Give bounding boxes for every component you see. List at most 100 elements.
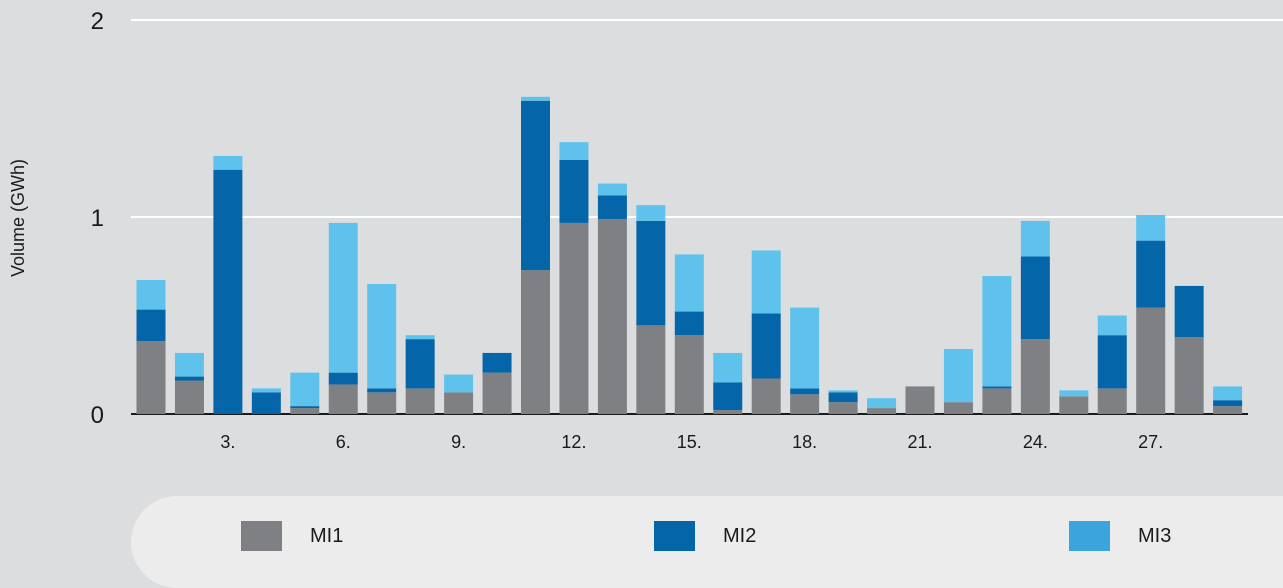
x-tick-label: 12. [561,432,586,452]
bar-mi3 [828,390,858,393]
bar-mi2 [405,339,435,389]
bar-mi2 [674,311,704,336]
x-tick-label: 18. [792,432,817,452]
bar-mi2 [521,100,550,271]
bar-mi1 [828,402,858,414]
legend-item-mi1: MI1 [241,521,343,551]
bar-mi2 [213,169,243,414]
x-axis-ticks: 3. 6. 9. 12. 15. 18. 21. 24. 27. [220,432,1163,452]
y-axis-label: Volume (GWh) [8,159,28,277]
legend-swatch-mi3 [1069,521,1110,551]
bar-mi1 [1097,388,1127,414]
bar-mi2 [1174,285,1204,338]
bar-mi1 [174,380,204,414]
bar-mi2 [828,392,858,403]
bar-mi1 [751,378,781,414]
bar-mi3 [213,155,243,170]
bar-mi1 [982,388,1012,414]
bar-mi1 [867,408,897,414]
bar-mi2 [290,406,320,409]
bar-mi2 [751,313,781,379]
bar-mi3 [328,222,358,373]
bar-mi2 [713,382,743,411]
bar-mi3 [251,388,281,393]
bar-mi1 [790,394,820,414]
bar-mi3 [1213,386,1243,401]
bar-mi3 [1059,390,1089,397]
x-tick-label: 9. [451,432,466,452]
bar-mi2 [1213,400,1243,407]
bar-mi1 [482,372,512,414]
bar-mi1 [1174,337,1204,414]
x-tick-label: 15. [677,432,702,452]
bar-mi3 [1136,215,1166,241]
bar-mi1 [1136,307,1166,414]
bar-mi1 [405,388,435,414]
y-tick-label: 0 [91,402,104,429]
bar-mi3 [174,352,204,377]
bar-mi3 [867,398,897,409]
bar-mi1 [136,341,166,414]
bar-mi3 [559,142,589,160]
x-tick-label: 6. [336,432,351,452]
bar-mi2 [136,309,166,342]
legend-swatch-mi1 [241,521,282,551]
y-tick-label: 1 [91,205,104,232]
bar-mi1 [597,218,627,414]
bar-mi2 [174,376,204,381]
bar-mi2 [1020,256,1050,340]
legend: MI1 MI2 MI3 [131,496,1283,588]
bar-mi1 [1059,396,1089,414]
bar-mi1 [290,408,320,414]
bar-mi2 [982,386,1012,389]
bar-mi3 [136,280,166,310]
bar-mi1 [444,392,474,414]
bar-mi2 [328,372,358,385]
y-axis-ticks: 0 1 2 [91,8,104,429]
bar-mi1 [636,325,666,414]
x-tick-label: 24. [1023,432,1048,452]
bar-mi2 [367,388,397,393]
bar-mi2 [597,195,627,219]
bar-mi1 [905,386,935,414]
x-tick-label: 21. [907,432,932,452]
bar-mi1 [1213,406,1243,414]
bar-mi3 [982,276,1012,387]
bar-mi3 [636,205,666,221]
bar-mi3 [405,335,435,340]
bar-mi3 [1097,315,1127,336]
bar-mi1 [943,402,973,414]
legend-label-mi1: MI1 [310,524,344,547]
bar-mi2 [1097,335,1127,389]
bar-mi2 [482,352,512,373]
y-tick-label: 2 [91,8,104,35]
bar-mi1 [1020,339,1050,414]
bar-mi3 [943,348,973,403]
bar-mi3 [521,96,550,101]
legend-item-mi2: MI2 [654,521,756,551]
x-tick-label: 3. [220,432,235,452]
bar-mi3 [444,374,474,393]
legend-swatch-mi2 [654,521,695,551]
bar-mi1 [713,410,743,414]
bar-mi2 [636,220,666,326]
bar-mi3 [1020,220,1050,257]
stacked-bar-chart: 0 1 2 3. 6. 9. 12. 15. 18. 21. 24. 27. Volume (GWh… [8,8,1283,452]
bar-mi3 [367,283,397,389]
legend-label-mi3: MI3 [1138,524,1172,547]
bar-mi3 [713,352,743,383]
bar-mi1 [328,384,358,414]
legend-label-mi2: MI2 [723,524,757,547]
bar-mi3 [790,307,820,389]
x-tick-label: 27. [1138,432,1163,452]
bar-mi3 [290,372,320,407]
bar-mi2 [790,388,820,395]
bar-mi3 [751,250,781,314]
bar-mi1 [521,270,550,414]
bar-mi1 [559,222,589,414]
bar-mi1 [674,335,704,414]
bar-mi3 [674,254,704,312]
bar-mi3 [597,183,627,196]
bar-mi2 [251,392,281,414]
bar-mi2 [559,159,589,223]
